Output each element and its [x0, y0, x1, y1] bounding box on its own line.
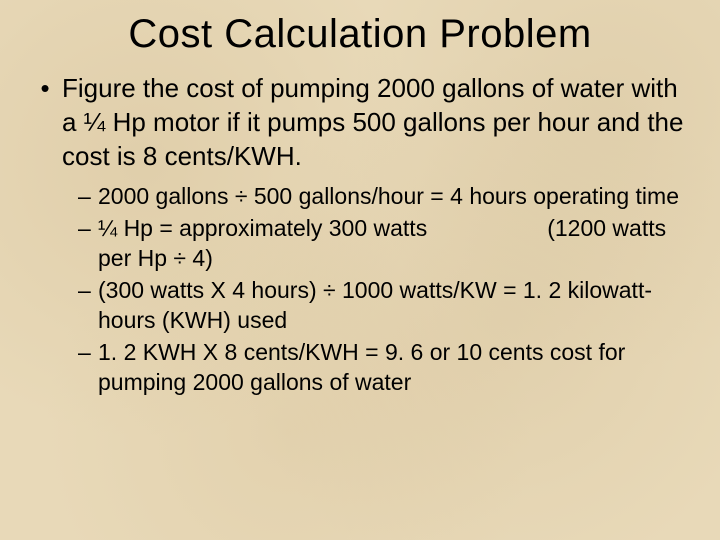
sub-bullet: – 2000 gallons ÷ 500 gallons/hour = 4 ho…	[78, 181, 692, 211]
sub-bullet-text: ¼ Hp = approximately 300 watts(1200 watt…	[98, 213, 692, 273]
sub-bullet: – (300 watts X 4 hours) ÷ 1000 watts/KW …	[78, 275, 692, 335]
sub-bullet-text: 2000 gallons ÷ 500 gallons/hour = 4 hour…	[98, 181, 679, 211]
page-title: Cost Calculation Problem	[28, 12, 692, 57]
main-bullet-text: Figure the cost of pumping 2000 gallons …	[62, 71, 692, 173]
dash-marker: –	[78, 213, 98, 273]
bullet-marker: •	[28, 71, 62, 173]
sub-bullet-text: 1. 2 KWH X 8 cents/KWH = 9. 6 or 10 cent…	[98, 337, 692, 397]
sub-bullet-list: – 2000 gallons ÷ 500 gallons/hour = 4 ho…	[28, 181, 692, 397]
dash-marker: –	[78, 275, 98, 335]
sub-bullet-text: (300 watts X 4 hours) ÷ 1000 watts/KW = …	[98, 275, 692, 335]
main-bullet: • Figure the cost of pumping 2000 gallon…	[28, 71, 692, 173]
sub-bullet: – 1. 2 KWH X 8 cents/KWH = 9. 6 or 10 ce…	[78, 337, 692, 397]
sub-bullet: – ¼ Hp = approximately 300 watts(1200 wa…	[78, 213, 692, 273]
dash-marker: –	[78, 337, 98, 397]
dash-marker: –	[78, 181, 98, 211]
sub-bullet-part-a: ¼ Hp = approximately 300 watts	[98, 215, 427, 241]
